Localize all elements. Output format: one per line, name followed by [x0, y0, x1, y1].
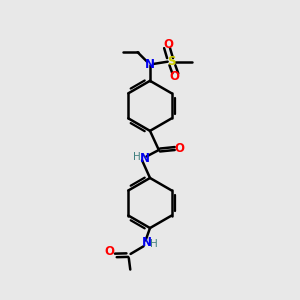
- Text: O: O: [105, 245, 115, 258]
- Text: H: H: [133, 152, 141, 162]
- Text: O: O: [163, 38, 173, 51]
- Text: S: S: [167, 55, 176, 68]
- Text: N: N: [145, 58, 155, 71]
- Text: N: N: [140, 152, 150, 165]
- Text: O: O: [175, 142, 185, 155]
- Text: H: H: [150, 239, 158, 249]
- Text: O: O: [169, 70, 179, 83]
- Text: N: N: [142, 236, 152, 249]
